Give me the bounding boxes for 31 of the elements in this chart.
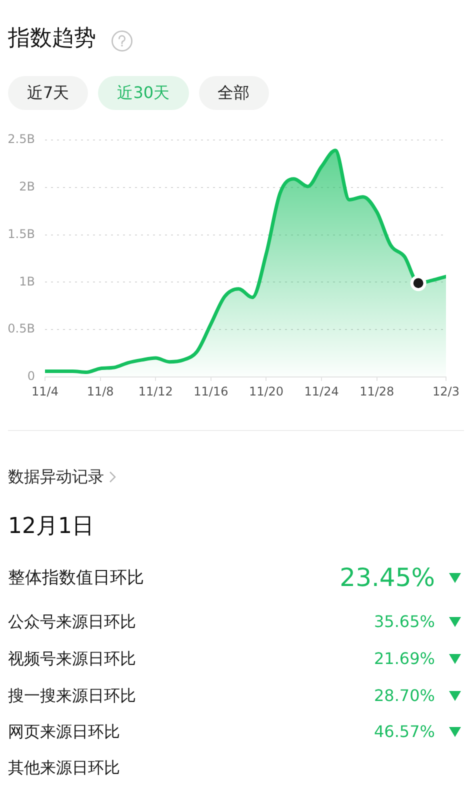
category-label: 整体指数值日环比 (8, 567, 144, 590)
text: 28.70% (374, 685, 435, 707)
text: 近30天 (117, 83, 170, 102)
chart-title: 指数趋势 (8, 25, 96, 53)
text: 23.45% (340, 562, 435, 594)
x-tick-label: 11/8 (86, 384, 114, 398)
category-label: 其他来源日环比 (8, 757, 120, 779)
x-tick-label: 11/28 (360, 384, 394, 398)
category-label: 网页来源日环比 (8, 721, 120, 743)
x-tick-label: 11/4 (32, 384, 58, 398)
text: 46.57% (374, 721, 435, 743)
text: 近7天 (27, 83, 70, 102)
text: 数据异动记录 (8, 466, 104, 488)
y-tick-label: 0.5B (8, 322, 35, 336)
x-tick-label: 11/20 (248, 384, 284, 398)
y-tick-label: 2B (19, 180, 35, 194)
text: 12月1日 (8, 513, 94, 541)
y-tick-label: 2.5B (8, 132, 35, 146)
x-tick-label: 11/16 (194, 384, 228, 398)
y-tick-label: 0 (27, 369, 35, 384)
y-tick-label: 1B (19, 274, 35, 288)
category-label: 公众号来源日环比 (8, 611, 136, 633)
text: 21.69% (374, 648, 435, 670)
text: 全部 (218, 83, 250, 102)
text: 35.65% (374, 611, 435, 633)
category-label: 视频号来源日环比 (8, 648, 136, 670)
x-tick-label: 12/3 (432, 384, 460, 398)
y-tick-label: 1.5B (8, 226, 35, 241)
x-tick-label: 11/12 (138, 384, 173, 398)
category-label: 搜一搜来源日环比 (8, 685, 136, 707)
x-tick-label: 11/24 (304, 384, 339, 398)
